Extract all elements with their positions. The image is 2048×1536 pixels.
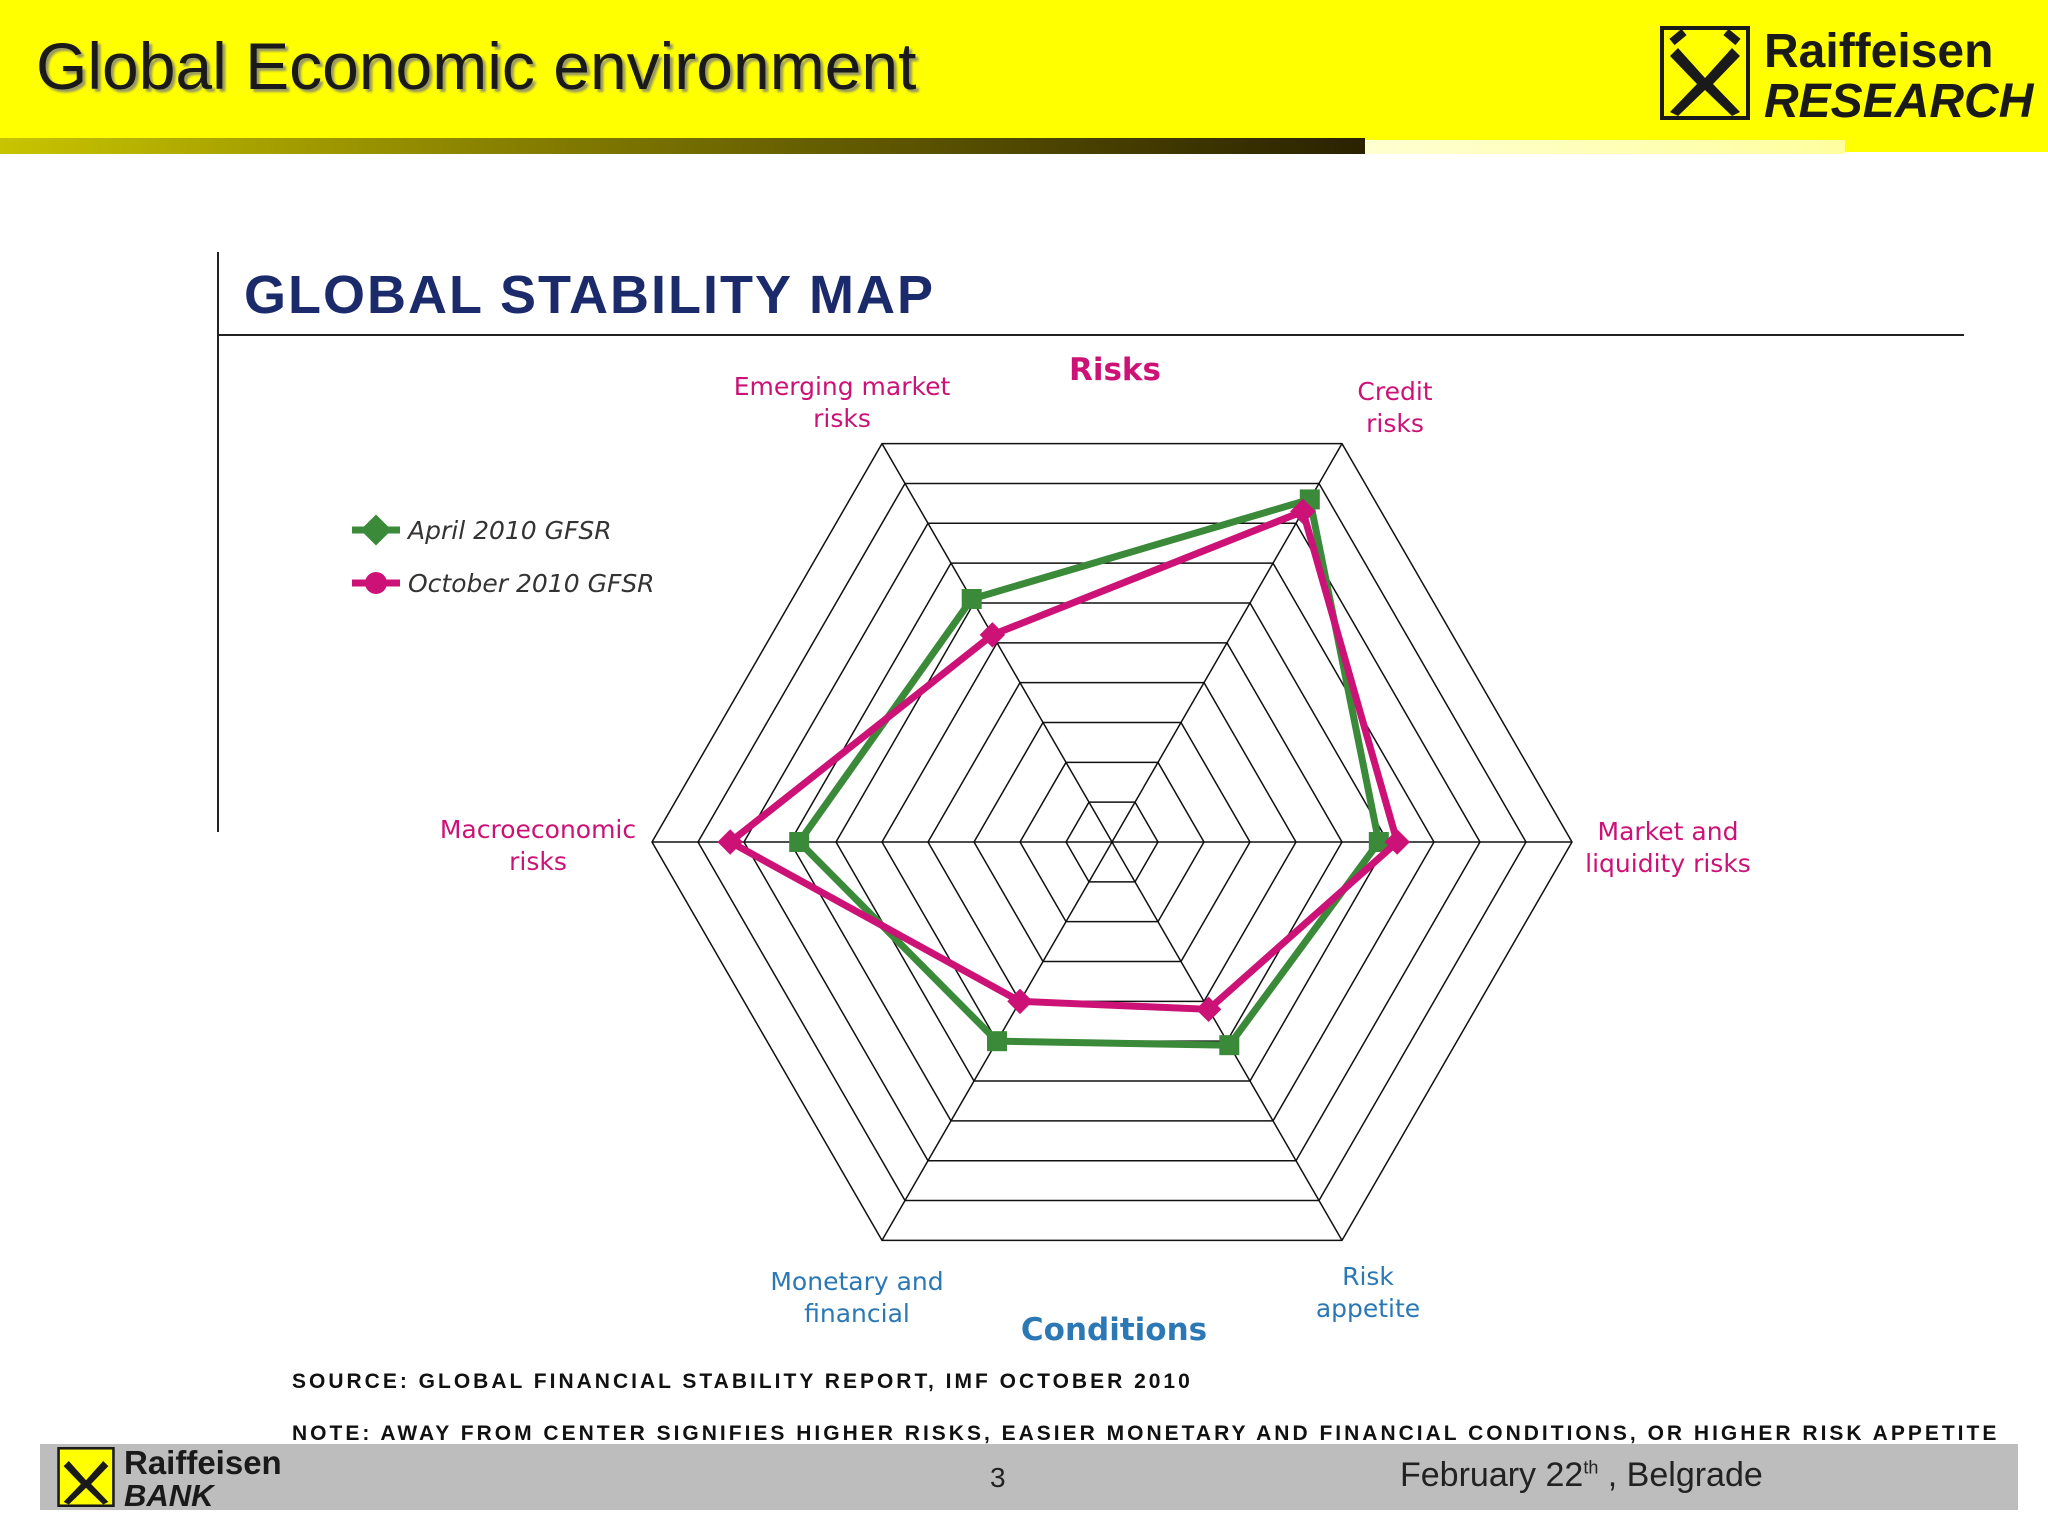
page-number: 3 <box>990 1462 1006 1493</box>
brand-subtitle: RESEARCH <box>1764 75 2034 128</box>
legend-marker <box>360 514 392 546</box>
footer-brand-name: Raiffeisen <box>124 1444 282 1481</box>
legend-label: October 2010 GFSR <box>408 569 655 598</box>
raiffeisen-gable-cross-icon <box>1660 26 1750 120</box>
footer-date: February 22th , Belgrade <box>1400 1456 1763 1495</box>
legend-label: April 2010 GFSR <box>406 516 612 545</box>
header-band: Global Economic environment Raiffeisen R… <box>0 0 2048 154</box>
axis-label: Market and liquidity risks <box>1585 817 1751 878</box>
brand-name: Raiffeisen <box>1764 25 1994 78</box>
raiffeisen-gable-cross-icon <box>57 1447 115 1507</box>
data-point-october <box>1007 988 1033 1015</box>
data-point-april <box>1219 1035 1240 1056</box>
axis-label: Credit risks <box>1357 377 1432 438</box>
risks-group-label: Risks <box>1069 352 1161 388</box>
footer-band: Raiffeisen BANK 3 February 22th , Belgra… <box>40 1444 2018 1513</box>
axis-label: Risk appetite <box>1316 1262 1420 1323</box>
series-line-2 <box>723 506 1402 1013</box>
data-point-april <box>789 832 810 852</box>
legend-marker <box>365 572 387 594</box>
header-underline-fade <box>1365 140 1845 154</box>
data-point-april <box>1368 832 1389 852</box>
footer-brand-subtitle: BANK <box>124 1478 214 1513</box>
chart-frame-vertical-rule <box>217 252 219 832</box>
chart-title: GLOBAL STABILITY MAP <box>244 265 936 325</box>
footer-date-place: , Belgrade <box>1598 1456 1763 1494</box>
axis-label: Macroeconomic risks <box>440 815 636 876</box>
raiffeisen-bank-logo: Raiffeisen BANK <box>56 1444 316 1513</box>
data-point-october <box>717 829 743 855</box>
conditions-group-label: Conditions <box>1021 1312 1207 1348</box>
axis-label: Emerging market risks <box>734 372 951 433</box>
raiffeisen-research-logo: Raiffeisen RESEARCH <box>1660 25 2033 128</box>
series-line-1 <box>794 494 1383 1049</box>
data-point-october <box>979 622 1006 648</box>
chart-frame-horizontal-rule <box>217 334 1964 336</box>
data-point-april <box>987 1031 1007 1052</box>
footer-date-suffix: th <box>1583 1457 1599 1478</box>
source-note: SOURCE: GLOBAL FINANCIAL STABILITY REPOR… <box>292 1370 1193 1393</box>
slide-title: Global Economic environment <box>36 29 917 103</box>
axis-label: Monetary and financial <box>770 1267 943 1328</box>
chart-footnote: NOTE: AWAY FROM CENTER SIGNIFIES HIGHER … <box>292 1422 2000 1445</box>
header-underline-bar <box>0 138 1365 154</box>
data-point-april <box>961 588 982 609</box>
footer-date-main: February 22 <box>1400 1456 1584 1494</box>
